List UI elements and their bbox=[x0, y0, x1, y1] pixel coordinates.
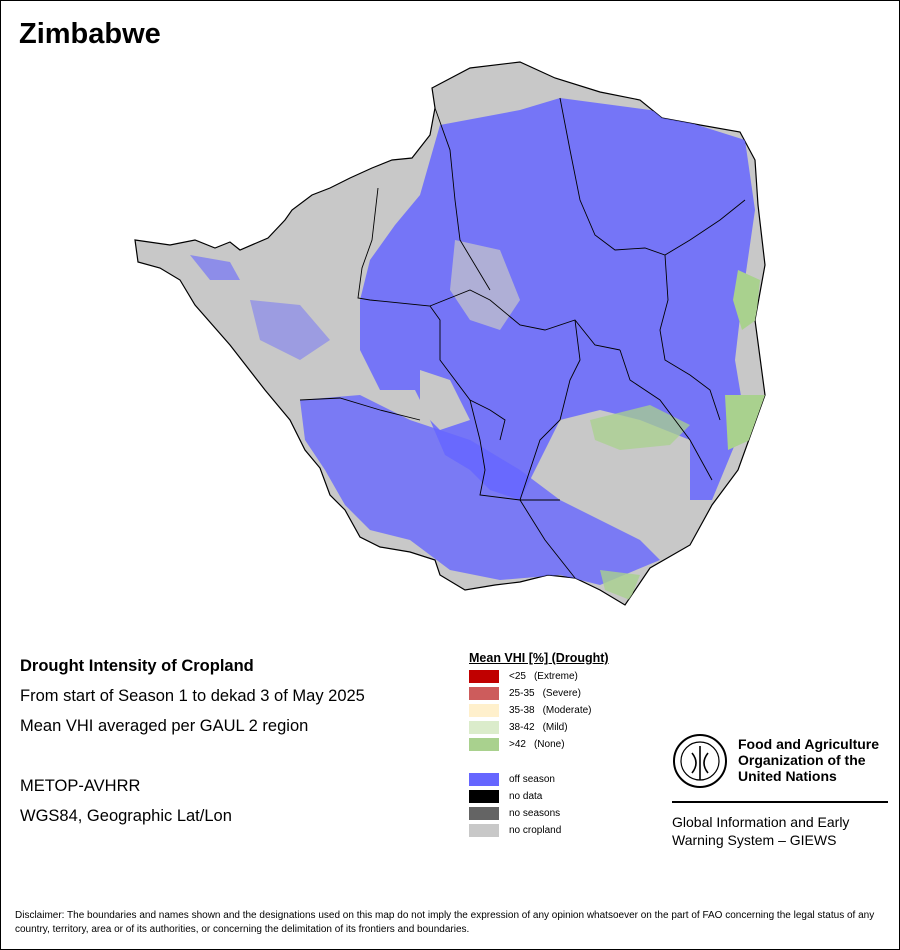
legend-item-severe: 25-35 (Severe) bbox=[469, 685, 669, 702]
legend-item-no-cropland: no cropland bbox=[469, 822, 669, 839]
legend-class-label: (None) bbox=[533, 739, 565, 750]
giews-line: Warning System – GIEWS bbox=[672, 832, 837, 848]
legend-class-label: no data bbox=[509, 791, 543, 802]
fao-name-line: United Nations bbox=[738, 768, 837, 784]
legend-class-label: (Mild) bbox=[542, 722, 568, 733]
disclaimer: Disclaimer: The boundaries and names sho… bbox=[15, 910, 875, 935]
legend-range: 38-42 bbox=[509, 722, 535, 733]
legend-range: 35-38 bbox=[509, 705, 535, 716]
legend-item-moderate: 35-38 (Moderate) bbox=[469, 702, 669, 719]
legend-range: >42 bbox=[509, 739, 526, 750]
info-sensor: METOP-AVHRR bbox=[20, 777, 141, 795]
legend-swatch bbox=[469, 824, 499, 837]
legend-item-no-seasons: no seasons bbox=[469, 805, 669, 822]
info-heading: Drought Intensity of Cropland bbox=[20, 657, 254, 675]
zimbabwe-map bbox=[134, 61, 766, 606]
legend-item-off-season: off season bbox=[469, 771, 669, 788]
legend-class-label: (Moderate) bbox=[542, 705, 592, 716]
fao-name: Food and Agriculture Organization of the… bbox=[738, 736, 898, 784]
legend-class-label: off season bbox=[509, 774, 555, 785]
legend-class-label: (Severe) bbox=[542, 688, 581, 699]
info-period: From start of Season 1 to dekad 3 of May… bbox=[20, 687, 365, 705]
legend-range: <25 bbox=[509, 671, 526, 682]
legend-item-none: >42 (None) bbox=[469, 736, 669, 753]
cropland-no-drought-patches bbox=[590, 270, 765, 600]
giews-line: Global Information and Early bbox=[672, 814, 850, 830]
legend-swatch bbox=[469, 790, 499, 803]
giews-name: Global Information and Early Warning Sys… bbox=[672, 813, 888, 849]
legend-swatch bbox=[469, 721, 499, 734]
legend-class-label: no seasons bbox=[509, 808, 561, 819]
legend-range: 25-35 bbox=[509, 688, 535, 699]
legend-swatch bbox=[469, 670, 499, 683]
legend-swatch bbox=[469, 738, 499, 751]
info-method: Mean VHI averaged per GAUL 2 region bbox=[20, 717, 309, 735]
legend-swatch bbox=[469, 773, 499, 786]
legend-title: Mean VHI [%] (Drought) bbox=[469, 651, 609, 665]
legend-item-mild: 38-42 (Mild) bbox=[469, 719, 669, 736]
legend-swatch bbox=[469, 704, 499, 717]
legend-item-no-data: no data bbox=[469, 788, 669, 805]
fao-name-line: Food and Agriculture bbox=[738, 736, 880, 752]
legend-item-extreme: <25 (Extreme) bbox=[469, 668, 669, 685]
legend-class-label: (Extreme) bbox=[533, 671, 578, 682]
legend-swatch bbox=[469, 807, 499, 820]
fao-name-line: Organization of the bbox=[738, 752, 866, 768]
cropland-off-season-patches bbox=[190, 98, 755, 585]
map-info: Drought Intensity of Cropland From start… bbox=[20, 655, 365, 826]
legend-swatch bbox=[469, 687, 499, 700]
fao-divider bbox=[672, 801, 888, 803]
info-projection: WGS84, Geographic Lat/Lon bbox=[20, 807, 232, 825]
legend-class-label: no cropland bbox=[509, 825, 562, 836]
admin-boundaries bbox=[299, 97, 746, 579]
map-title: Zimbabwe bbox=[19, 18, 161, 50]
legend: Mean VHI [%] (Drought) <25 (Extreme) 25-3… bbox=[469, 651, 669, 839]
fao-logo-icon bbox=[673, 734, 727, 788]
